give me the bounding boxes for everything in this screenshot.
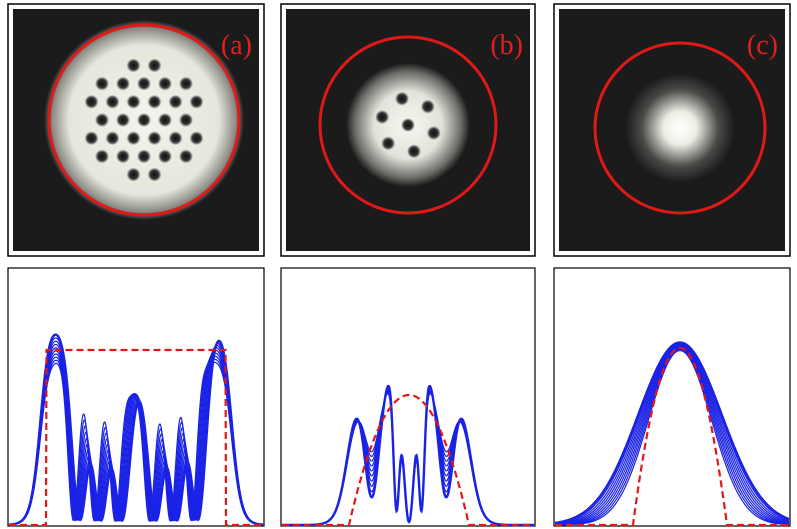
vortex — [105, 131, 120, 146]
density-profile — [555, 343, 790, 525]
reference-profile — [282, 393, 534, 527]
vortex — [147, 167, 162, 182]
vortex — [168, 94, 183, 109]
vortex — [105, 94, 120, 109]
boundary-circle — [318, 35, 498, 215]
vortex — [375, 110, 390, 125]
profile-panel — [553, 267, 791, 527]
vortex — [95, 113, 109, 127]
vortex — [420, 99, 435, 114]
vortex — [158, 149, 172, 164]
condensate-glow — [625, 73, 735, 183]
density-profile — [555, 350, 789, 526]
boundary-circle — [593, 41, 767, 215]
vortex — [126, 131, 141, 146]
reference-profile — [9, 348, 263, 527]
vortex — [147, 58, 162, 73]
plot-frame — [280, 267, 536, 527]
density-profile — [555, 345, 790, 525]
vortex — [137, 149, 151, 164]
vortex — [158, 76, 172, 91]
density-profile — [8, 340, 264, 526]
density-profile — [282, 384, 534, 527]
vortex — [168, 131, 183, 146]
vortex — [395, 91, 410, 106]
vortex — [126, 58, 141, 73]
vortex — [137, 76, 151, 91]
vortex — [406, 144, 421, 159]
vortex — [401, 118, 415, 132]
vortex — [116, 149, 130, 164]
profile-panel — [280, 267, 536, 527]
image-panel: (c) — [553, 3, 791, 257]
vortex — [147, 94, 162, 109]
panel-label: (c) — [747, 30, 778, 61]
vortex — [137, 113, 151, 127]
vortex — [95, 76, 109, 91]
vortex — [84, 131, 99, 146]
vortex — [158, 113, 172, 127]
profile-panel — [7, 267, 265, 527]
vortex — [179, 149, 193, 164]
vortex — [189, 94, 204, 109]
reference-profile — [555, 346, 789, 527]
vortex — [95, 149, 109, 164]
vortex — [426, 125, 441, 140]
panel-label: (a) — [221, 30, 252, 61]
density-profile — [554, 344, 790, 525]
vortex — [189, 131, 204, 146]
panel-label: (b) — [490, 30, 523, 61]
vortex — [147, 131, 162, 146]
vortex — [116, 76, 130, 91]
vortex — [84, 94, 99, 109]
vortex — [126, 94, 141, 109]
vortex — [116, 113, 130, 127]
vortex — [179, 76, 193, 91]
density-profile — [554, 341, 790, 525]
image-panel: (a) — [7, 3, 265, 257]
density-profile — [8, 333, 264, 526]
vortex — [126, 167, 141, 182]
profile-plots — [7, 267, 791, 527]
density-profile — [9, 347, 263, 526]
vortex — [381, 136, 396, 151]
vortex — [179, 113, 193, 127]
boundary-circle — [47, 23, 241, 217]
image-panel: (b) — [280, 3, 536, 257]
density-images: (a) (b) (c) — [7, 3, 791, 257]
